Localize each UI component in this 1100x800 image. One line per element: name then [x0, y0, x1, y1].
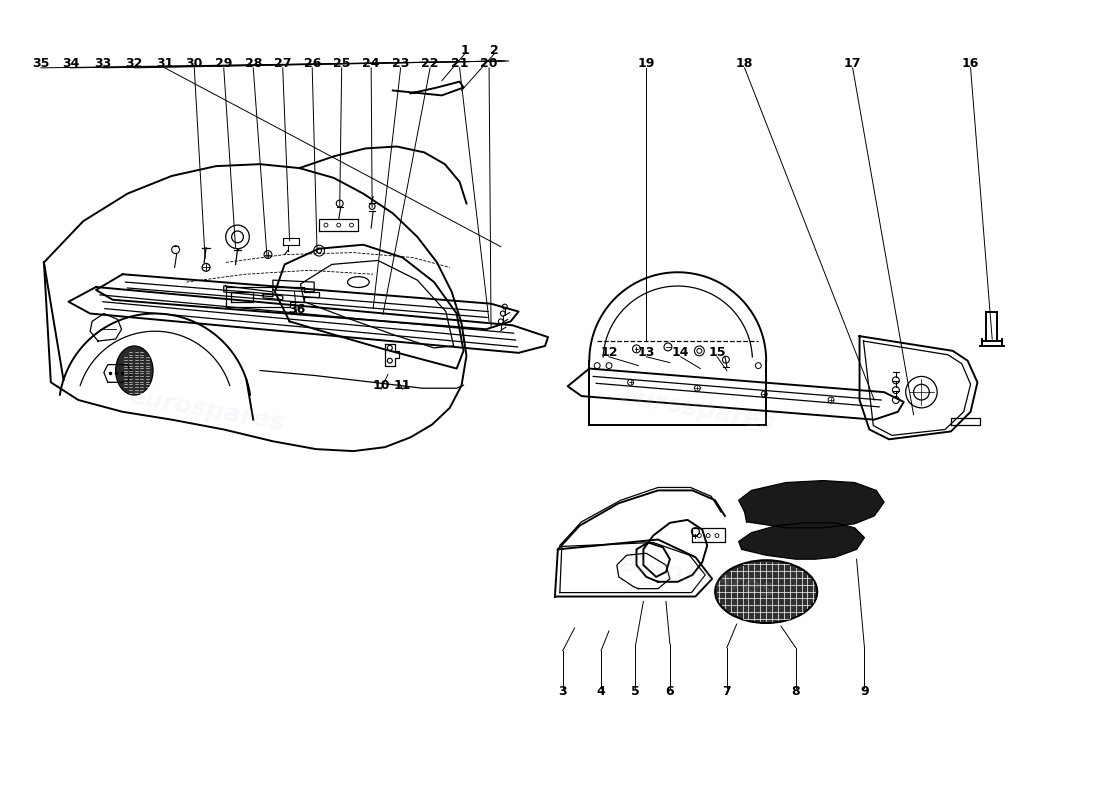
Text: 22: 22 — [421, 58, 439, 70]
Ellipse shape — [715, 560, 817, 623]
Text: 13: 13 — [638, 346, 654, 359]
Text: 19: 19 — [638, 58, 654, 70]
Text: 4: 4 — [596, 686, 605, 698]
Text: 17: 17 — [844, 58, 861, 70]
Text: 15: 15 — [708, 346, 726, 359]
Text: 35: 35 — [32, 58, 50, 70]
Text: 29: 29 — [216, 58, 232, 70]
Text: 6: 6 — [666, 686, 674, 698]
Text: 20: 20 — [481, 58, 498, 70]
Text: 27: 27 — [274, 58, 292, 70]
Text: 31: 31 — [156, 58, 174, 70]
Text: 10: 10 — [372, 378, 389, 392]
Text: eurospares: eurospares — [126, 384, 286, 435]
Text: 12: 12 — [601, 346, 618, 359]
Text: 11: 11 — [394, 378, 411, 392]
Text: 8: 8 — [791, 686, 800, 698]
Text: 23: 23 — [392, 58, 409, 70]
Text: 25: 25 — [333, 58, 351, 70]
Ellipse shape — [116, 346, 153, 395]
Text: 2: 2 — [490, 44, 498, 57]
Text: 34: 34 — [62, 58, 79, 70]
Text: 3: 3 — [559, 686, 568, 698]
Text: 14: 14 — [672, 346, 690, 359]
Text: 5: 5 — [631, 686, 640, 698]
Text: 9: 9 — [860, 686, 869, 698]
Text: 33: 33 — [95, 58, 111, 70]
Text: 16: 16 — [961, 58, 979, 70]
Text: 24: 24 — [362, 58, 380, 70]
Text: eurospares: eurospares — [617, 384, 778, 435]
Text: 32: 32 — [125, 58, 143, 70]
Text: 18: 18 — [736, 58, 754, 70]
Text: 36: 36 — [288, 303, 305, 316]
Polygon shape — [739, 481, 884, 528]
Text: 28: 28 — [244, 58, 262, 70]
Text: 26: 26 — [304, 58, 321, 70]
Text: 1: 1 — [460, 44, 469, 57]
Text: eurospares: eurospares — [617, 551, 778, 602]
Text: 7: 7 — [723, 686, 732, 698]
Polygon shape — [739, 523, 865, 559]
Text: 21: 21 — [451, 58, 469, 70]
Text: 30: 30 — [186, 58, 204, 70]
